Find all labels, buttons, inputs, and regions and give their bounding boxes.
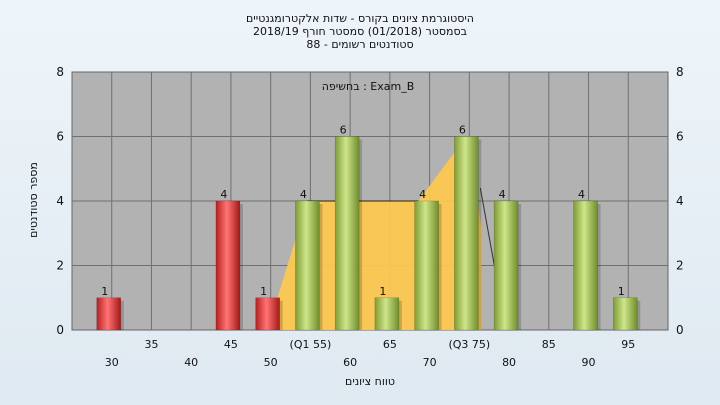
x-tick-label-85: 85 [542,338,556,351]
bar-60 [334,136,360,331]
axis-tick-layer: 0 0 2 2 4 4 6 6 8 8 30 35 40 45 50 (Q1 55) 60 65 70 (Q3 75)… [56,65,683,369]
bar-value-label-45: 4 [220,188,227,201]
value-label-layer: 1 4 1 4 6 1 4 6 4 4 1 [101,124,625,298]
chart-title-line-2: בסמסטר (01/2018) סמסטר חורף 2018/19 [253,25,467,38]
y-tick-left-4: 4 [56,194,64,208]
bar-65 [374,297,400,331]
x-tick-label-40: 40 [184,356,198,369]
y-tick-right-4: 4 [676,194,684,208]
bar-95 [613,297,638,331]
x-tick-label-50: 50 [264,356,278,369]
bar-75 [454,136,479,331]
bar-value-label-60: 6 [340,124,347,137]
x-tick-label-35: 35 [144,338,158,351]
bar-value-label-90: 4 [578,188,585,201]
bar-45 [215,200,241,331]
y-tick-left-6: 6 [56,130,64,144]
x-tick-label-90: 90 [582,356,596,369]
y-tick-right-6: 6 [676,130,684,144]
y-tick-right-8: 8 [676,65,684,79]
x-tick-label-95: 95 [621,338,635,351]
y-tick-right-2: 2 [676,259,684,273]
x-tick-label-65: 65 [383,338,397,351]
x-axis-label: טווח ציונים [345,375,395,388]
x-tick-label-80: 80 [502,356,516,369]
x-tick-label-30: 30 [105,356,119,369]
bar-70 [414,200,439,331]
bar-30 [96,297,121,331]
x-tick-label-75: (Q3 75) [448,338,490,351]
x-tick-label-55: (Q1 55) [290,338,332,351]
y-tick-left-2: 2 [56,259,64,273]
y-tick-left-0: 0 [56,323,64,337]
bar-value-label-75: 6 [459,124,466,137]
y-tick-left-8: 8 [56,65,64,79]
x-tick-label-60: 60 [343,356,357,369]
bar-80 [493,200,519,331]
bar-value-label-30: 1 [101,285,108,298]
bar-value-label-55: 4 [300,188,307,201]
bar-value-label-65: 1 [379,285,386,298]
y-tick-right-0: 0 [676,323,684,337]
bar-value-label-80: 4 [499,188,506,201]
bar-layer [96,136,641,331]
x-tick-label-70: 70 [423,356,437,369]
box-whisker [479,188,495,266]
exam-annotation: בחשיפה : Exam_B [322,80,415,93]
chart-title-line-3: סטודנטים רשומים - 88 [306,38,413,51]
bar-55 [295,200,320,331]
chart-title-line-1: היסטוגרמת ציונים בקורס - שדות אלקטרומגנט… [246,12,474,25]
bar-90 [573,200,598,331]
bar-value-label-50: 1 [260,285,267,298]
bar-50 [255,297,280,331]
bar-value-label-70: 4 [419,188,426,201]
x-tick-label-45: 45 [224,338,238,351]
bar-value-label-95: 1 [618,285,625,298]
y-axis-label: מספר סטודנטים [27,162,40,238]
